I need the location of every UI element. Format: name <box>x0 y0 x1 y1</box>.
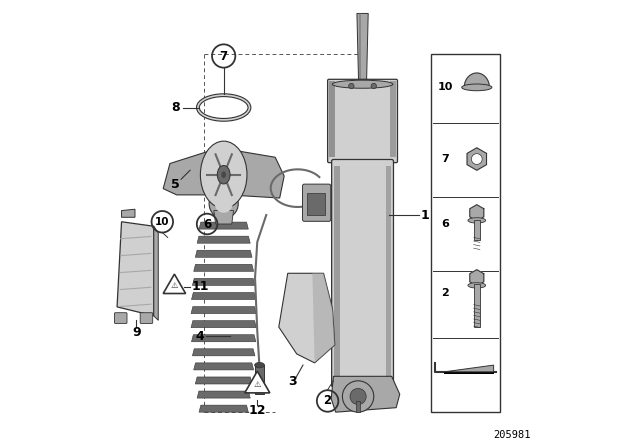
Polygon shape <box>357 13 368 81</box>
Circle shape <box>371 83 376 89</box>
Text: 2: 2 <box>324 394 332 408</box>
Polygon shape <box>122 209 135 217</box>
Polygon shape <box>191 306 257 314</box>
Ellipse shape <box>200 141 247 208</box>
Polygon shape <box>163 148 284 198</box>
Polygon shape <box>312 273 335 363</box>
Text: 4: 4 <box>196 329 204 343</box>
Ellipse shape <box>332 80 393 88</box>
Ellipse shape <box>255 362 264 368</box>
FancyBboxPatch shape <box>303 184 331 221</box>
Polygon shape <box>244 371 270 393</box>
Text: ⚠: ⚠ <box>253 380 261 389</box>
Polygon shape <box>279 273 335 363</box>
Polygon shape <box>199 405 248 412</box>
Ellipse shape <box>209 189 238 218</box>
Polygon shape <box>195 250 252 257</box>
Polygon shape <box>444 372 493 374</box>
Text: 1: 1 <box>421 208 429 222</box>
Bar <box>358 13 361 81</box>
Text: 3: 3 <box>288 375 296 388</box>
Ellipse shape <box>468 283 486 288</box>
Polygon shape <box>191 321 257 327</box>
Polygon shape <box>197 391 250 398</box>
Polygon shape <box>470 205 484 221</box>
Ellipse shape <box>468 218 486 223</box>
Ellipse shape <box>461 84 492 90</box>
Polygon shape <box>193 349 255 356</box>
Polygon shape <box>191 335 256 342</box>
Bar <box>474 284 480 327</box>
Polygon shape <box>197 236 250 243</box>
Polygon shape <box>444 365 493 372</box>
Text: 7: 7 <box>220 49 228 63</box>
Polygon shape <box>194 363 253 370</box>
Bar <box>390 81 396 157</box>
Bar <box>334 166 340 381</box>
Polygon shape <box>464 73 490 87</box>
Text: 205981: 205981 <box>493 430 531 440</box>
FancyBboxPatch shape <box>140 313 153 323</box>
Circle shape <box>342 381 374 412</box>
Ellipse shape <box>217 165 230 184</box>
Bar <box>255 365 264 394</box>
Circle shape <box>472 154 482 164</box>
Text: ⚠: ⚠ <box>171 281 178 290</box>
Text: 7: 7 <box>442 154 449 164</box>
Polygon shape <box>214 211 234 224</box>
Bar <box>307 193 325 215</box>
Polygon shape <box>194 264 253 271</box>
Polygon shape <box>154 226 158 320</box>
Ellipse shape <box>221 172 226 178</box>
Bar <box>431 54 500 412</box>
Text: 12: 12 <box>248 404 266 418</box>
Polygon shape <box>191 293 256 300</box>
Text: 6: 6 <box>442 219 449 229</box>
Text: 6: 6 <box>203 217 211 231</box>
Polygon shape <box>470 270 484 286</box>
Polygon shape <box>163 274 186 293</box>
Text: 9: 9 <box>132 326 141 339</box>
Ellipse shape <box>215 195 233 213</box>
Text: 11: 11 <box>191 280 209 293</box>
FancyBboxPatch shape <box>115 313 127 323</box>
Circle shape <box>349 83 354 89</box>
Text: 10: 10 <box>438 82 453 92</box>
Bar <box>356 401 360 412</box>
Polygon shape <box>117 222 154 316</box>
Polygon shape <box>193 278 255 285</box>
Text: 10: 10 <box>155 217 170 227</box>
Text: 2: 2 <box>442 289 449 298</box>
Polygon shape <box>195 377 252 384</box>
Polygon shape <box>332 376 400 412</box>
Bar <box>474 220 480 240</box>
Bar <box>329 81 335 157</box>
Text: 5: 5 <box>172 178 180 191</box>
Text: 8: 8 <box>171 101 180 114</box>
Circle shape <box>350 388 366 405</box>
Polygon shape <box>199 222 248 229</box>
Polygon shape <box>467 148 486 170</box>
FancyBboxPatch shape <box>328 79 397 163</box>
FancyBboxPatch shape <box>332 159 394 387</box>
Bar <box>386 166 391 381</box>
